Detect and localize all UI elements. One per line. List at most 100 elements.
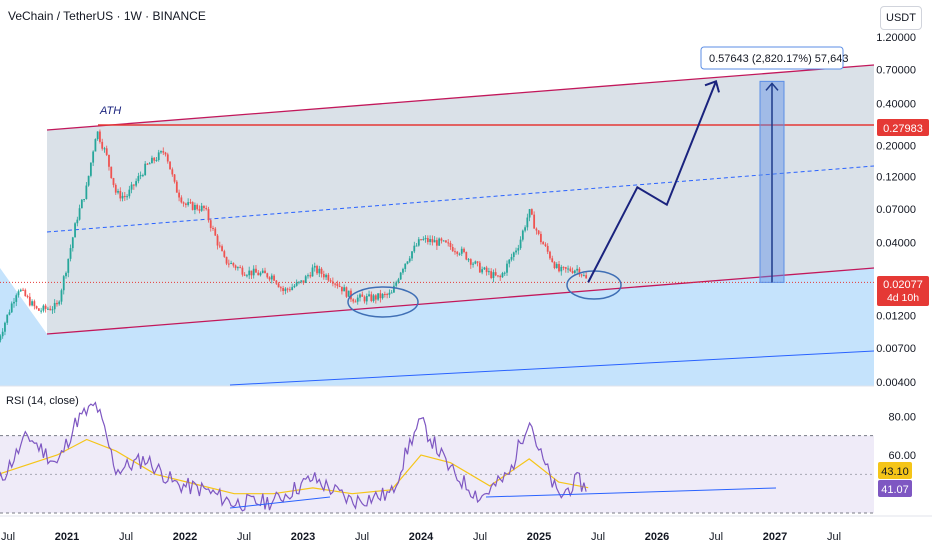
- candle-body: [277, 283, 280, 288]
- candle-body: [191, 202, 194, 210]
- candle-body: [386, 294, 389, 296]
- candle-body: [42, 305, 45, 311]
- candle-body: [257, 272, 260, 276]
- candle-body: [65, 272, 67, 277]
- candle-body: [139, 175, 142, 177]
- candle-body: [318, 268, 321, 274]
- candle-body: [399, 272, 402, 280]
- candle-body: [302, 280, 305, 283]
- y-tick-label: 0.04000: [876, 238, 916, 250]
- candle-body: [463, 248, 465, 252]
- ath-price-badge-text: 0.27983: [883, 123, 923, 135]
- y-tick-label: 0.12000: [876, 171, 916, 183]
- candle-body: [162, 151, 165, 153]
- candle-body: [578, 268, 581, 275]
- candle-body: [320, 268, 323, 274]
- candle-body: [551, 258, 554, 263]
- candle-body: [291, 287, 294, 291]
- ath-price-badge: 0.27983: [877, 119, 929, 136]
- x-tick-label: Jul: [473, 531, 487, 543]
- x-tick-labels: Jul 2021 Jul 2022 Jul 2023 Jul 2024 Jul 2025 Jul 20…: [1, 531, 841, 543]
- candle-body: [221, 246, 223, 252]
- candle-body: [406, 261, 409, 264]
- candle-body: [273, 275, 275, 281]
- chart-title: VeChain / TetherUS · 1W · BINANCE: [8, 9, 206, 23]
- candle-body: [519, 239, 522, 249]
- candle-body: [293, 285, 296, 288]
- time-axis[interactable]: Jul 2021 Jul 2022 Jul 2023 Jul 2024 Jul 2025 Jul 20…: [0, 515, 932, 550]
- candle-body: [352, 299, 355, 302]
- projection-arrow-head: [704, 80, 720, 93]
- candle-body: [343, 287, 346, 292]
- candle-body: [126, 196, 128, 198]
- candle-body: [483, 267, 486, 270]
- candle-body: [313, 265, 316, 268]
- candle-body: [478, 262, 481, 273]
- candle-body: [270, 275, 273, 280]
- candle-body: [363, 296, 366, 302]
- x-tick-label: Jul: [709, 531, 723, 543]
- candle-body: [449, 242, 452, 247]
- candle-body: [24, 289, 27, 297]
- candle-body: [166, 154, 169, 162]
- candle-body: [117, 190, 119, 193]
- candle-body: [92, 151, 95, 163]
- candle-body: [327, 274, 330, 281]
- candle-body: [255, 268, 257, 273]
- candle-body: [146, 163, 149, 165]
- candle-body: [8, 312, 11, 315]
- candle-body: [282, 288, 285, 292]
- candle-body: [175, 181, 178, 193]
- candle-body: [524, 227, 526, 231]
- candle-body: [300, 280, 303, 282]
- candle-body: [22, 289, 24, 291]
- x-tick-label: 2021: [55, 531, 79, 543]
- candle-body: [180, 197, 183, 203]
- target-tooltip-text: 0.57643 (2,820.17%) 57,643: [709, 53, 848, 65]
- candle-body: [157, 152, 160, 160]
- candle-body: [203, 205, 205, 209]
- candle-body: [232, 262, 235, 266]
- candle-body: [87, 175, 90, 186]
- candle-body: [338, 285, 341, 287]
- candle-body: [248, 270, 251, 276]
- rsi-ma-line: [0, 438, 589, 495]
- main-pane: ATH 0.57643 (2,820.17%) 57,643: [0, 46, 874, 386]
- candle-body: [311, 267, 314, 277]
- candle-body: [474, 261, 477, 264]
- candle-body: [415, 245, 418, 247]
- x-tick-label: Jul: [827, 531, 841, 543]
- candle-body: [512, 252, 515, 258]
- candle-body: [347, 290, 350, 297]
- candle-body: [417, 239, 420, 246]
- candle-body: [435, 240, 438, 246]
- rsi-y-tick-label: 60.00: [888, 450, 916, 462]
- candle-body: [4, 322, 6, 332]
- x-tick-label: 2022: [173, 531, 197, 543]
- currency-unit-button[interactable]: USDT: [880, 6, 922, 30]
- candle-body: [341, 286, 343, 292]
- candle-body: [322, 273, 325, 278]
- candle-body: [236, 267, 239, 269]
- candle-body: [492, 272, 495, 279]
- candle-body: [372, 295, 375, 301]
- candle-body: [121, 195, 124, 199]
- candle-body: [585, 275, 588, 279]
- candle-body: [560, 266, 563, 272]
- candle-body: [582, 275, 585, 277]
- candle-body: [395, 282, 398, 286]
- candle-body: [76, 219, 79, 224]
- price-axis[interactable]: 1.20000 0.70000 0.40000 0.20000 0.12000 0.070…: [874, 0, 932, 516]
- candle-body: [381, 293, 384, 299]
- candle-body: [408, 258, 411, 262]
- candle-body: [404, 263, 407, 269]
- x-tick-label: 2026: [645, 531, 669, 543]
- candle-body: [189, 202, 192, 204]
- candle-body: [533, 214, 536, 229]
- candle-body: [78, 208, 81, 220]
- candle-body: [467, 259, 470, 261]
- candle-body: [562, 266, 565, 268]
- y-tick-label: 1.20000: [876, 32, 916, 44]
- candle-body: [99, 131, 101, 142]
